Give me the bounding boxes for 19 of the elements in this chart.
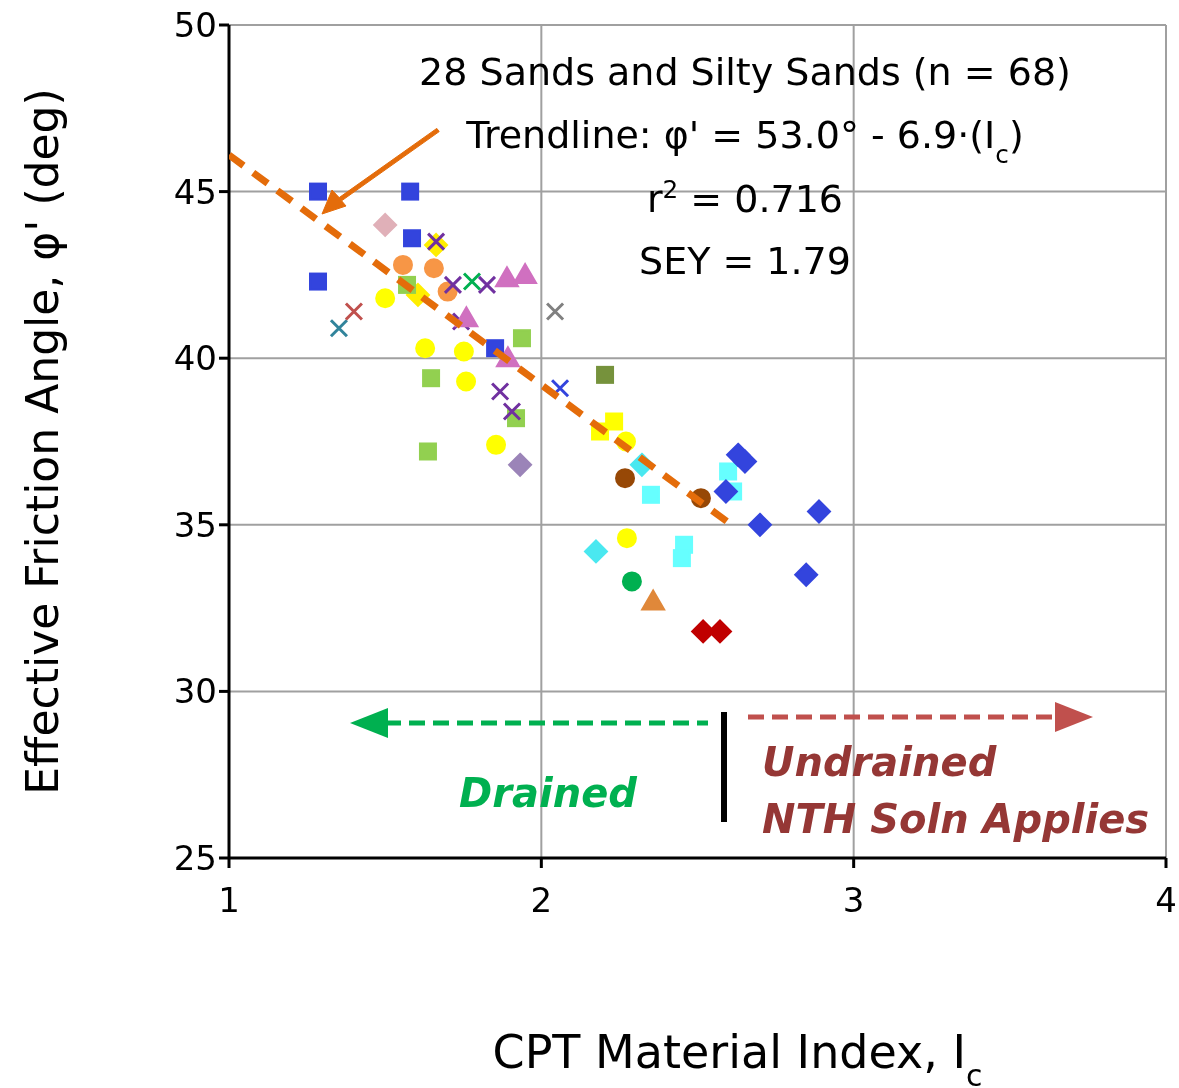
x-tick-label: 2	[530, 880, 553, 921]
x-tick-label: 3	[842, 880, 865, 921]
y-tick-label: 30	[173, 671, 217, 712]
annotation: Drained	[459, 770, 638, 816]
y-tick-label: 40	[173, 338, 217, 379]
x-tick-label: 4	[1155, 880, 1177, 921]
y-tick-label: 50	[173, 5, 217, 46]
annotation: SEY = 1.79	[639, 239, 851, 283]
y-tick-label: 25	[173, 838, 217, 879]
x-axis-title: CPT Material Index, I$_{c}$	[492, 1025, 983, 1088]
y-tick-label: 45	[173, 171, 217, 212]
annotation: Trendline: φ' = 53.0° - 6.9·(I$_{c}$)	[465, 113, 1024, 169]
x-tick-label: 1	[218, 880, 240, 921]
annotation: r$^{2}$ = 0.716	[646, 174, 844, 221]
y-tick-label: 35	[173, 504, 217, 545]
y-axis-title: Effective Friction Angle, φ' (deg)	[17, 88, 68, 795]
annotation: 28 Sands and Silty Sands (n = 68)	[419, 50, 1071, 94]
annotation: NTH Soln Applies	[762, 796, 1150, 842]
annotation: Undrained	[762, 739, 997, 785]
